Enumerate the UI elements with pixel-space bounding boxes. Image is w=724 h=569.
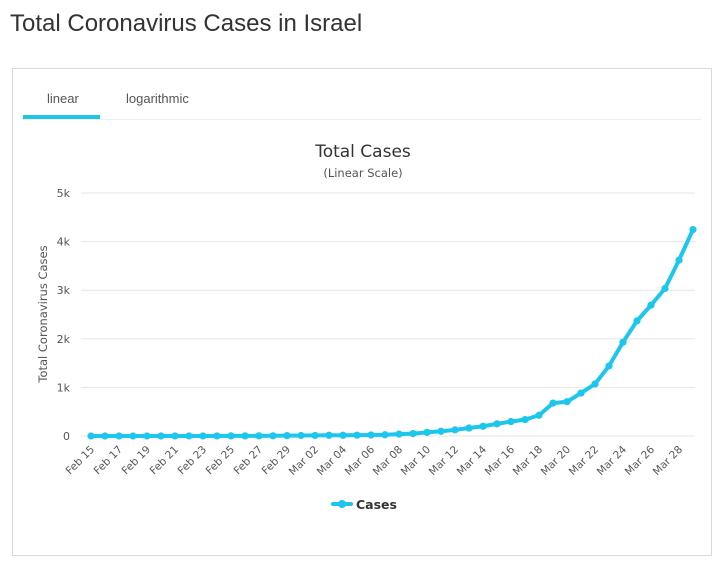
y-tick-label: 0 xyxy=(63,430,70,443)
data-point[interactable] xyxy=(325,431,333,439)
x-tick-label: Feb 27 xyxy=(232,444,265,477)
x-tick-label: Mar 08 xyxy=(371,444,405,478)
x-tick-label: Mar 24 xyxy=(595,443,630,478)
data-point[interactable] xyxy=(661,284,669,293)
chart-subtitle: (Linear Scale) xyxy=(323,166,402,180)
legend-label: Cases xyxy=(356,497,397,512)
x-tick-label: Mar 16 xyxy=(483,443,518,478)
data-point[interactable] xyxy=(577,389,585,397)
legend-point-marker xyxy=(338,500,346,508)
x-tick-label: Mar 14 xyxy=(455,443,490,478)
data-point[interactable] xyxy=(633,317,641,325)
data-point[interactable] xyxy=(339,431,347,439)
gridlines xyxy=(81,192,695,437)
data-point[interactable] xyxy=(689,225,697,234)
data-point[interactable] xyxy=(157,432,165,440)
data-point[interactable] xyxy=(199,432,207,440)
data-point[interactable] xyxy=(115,432,123,440)
data-point[interactable] xyxy=(605,362,613,370)
y-axis-label: Total Coronavirus Cases xyxy=(36,245,50,383)
y-tick-label: 4k xyxy=(57,236,71,249)
x-tick-label: Mar 10 xyxy=(399,444,433,478)
data-point[interactable] xyxy=(535,411,543,419)
active-tab-indicator xyxy=(23,115,100,119)
x-tick-label: Feb 25 xyxy=(204,444,237,477)
tab-logarithmic[interactable]: logarithmic xyxy=(126,91,189,106)
data-point[interactable] xyxy=(423,428,431,436)
x-tick-label: Mar 22 xyxy=(567,444,601,478)
data-point[interactable] xyxy=(255,432,263,440)
data-point[interactable] xyxy=(479,422,487,430)
tab-linear[interactable]: linear xyxy=(47,91,79,106)
data-point[interactable] xyxy=(381,431,389,439)
data-point[interactable] xyxy=(451,426,459,434)
data-point[interactable] xyxy=(101,432,109,440)
series-cases xyxy=(87,225,697,440)
y-axis-ticks: 0 1k 2k 3k 4k 5k xyxy=(57,187,71,443)
x-tick-label: Feb 19 xyxy=(120,444,153,477)
data-point[interactable] xyxy=(591,380,599,388)
data-point[interactable] xyxy=(353,431,361,439)
y-tick-label: 5k xyxy=(57,187,71,200)
data-point[interactable] xyxy=(227,432,235,440)
x-tick-label: Mar 26 xyxy=(623,443,658,478)
scale-tabs: linear logarithmic xyxy=(23,69,701,120)
x-tick-label: Feb 23 xyxy=(176,444,209,477)
x-tick-label: Feb 21 xyxy=(148,444,181,477)
x-tick-label: Mar 28 xyxy=(651,444,685,478)
chart-panel: linear logarithmic 0 1k 2k 3k 4k 5k Feb 15 Feb… xyxy=(12,68,712,556)
data-point[interactable] xyxy=(297,431,305,440)
data-point[interactable] xyxy=(143,432,151,440)
data-point[interactable] xyxy=(437,427,445,435)
data-point[interactable] xyxy=(619,338,627,346)
data-point[interactable] xyxy=(213,432,221,440)
data-point[interactable] xyxy=(549,399,557,407)
data-point[interactable] xyxy=(647,301,655,309)
series-line xyxy=(89,227,695,438)
data-point[interactable] xyxy=(269,432,277,440)
x-tick-label: Mar 04 xyxy=(315,443,350,478)
data-point[interactable] xyxy=(675,256,683,264)
data-point[interactable] xyxy=(395,430,403,438)
x-tick-label: Mar 12 xyxy=(427,444,461,478)
x-tick-label: Mar 18 xyxy=(511,444,545,478)
data-point[interactable] xyxy=(185,432,193,440)
chart-title: Total Cases xyxy=(314,142,411,162)
data-point[interactable] xyxy=(367,431,375,439)
data-point[interactable] xyxy=(311,431,319,440)
data-point[interactable] xyxy=(507,417,515,426)
data-point[interactable] xyxy=(171,432,179,440)
y-tick-label: 3k xyxy=(57,284,71,297)
data-point[interactable] xyxy=(409,429,417,438)
x-tick-label: Mar 06 xyxy=(343,443,378,478)
data-point[interactable] xyxy=(521,416,529,424)
legend[interactable]: Cases xyxy=(331,497,397,512)
data-point[interactable] xyxy=(465,424,473,432)
y-tick-label: 2k xyxy=(57,333,71,346)
y-tick-label: 1k xyxy=(57,381,71,394)
x-tick-label: Mar 02 xyxy=(287,444,321,478)
x-tick-label: Mar 20 xyxy=(539,444,573,478)
page-title: Total Coronavirus Cases in Israel xyxy=(10,10,363,37)
data-point[interactable] xyxy=(241,432,249,440)
data-point[interactable] xyxy=(283,432,291,440)
x-tick-label: Feb 15 xyxy=(64,444,97,477)
data-point[interactable] xyxy=(129,432,137,440)
x-tick-label: Feb 17 xyxy=(92,444,125,477)
data-point[interactable] xyxy=(563,398,571,406)
data-point[interactable] xyxy=(493,420,501,428)
data-point[interactable] xyxy=(87,432,95,440)
